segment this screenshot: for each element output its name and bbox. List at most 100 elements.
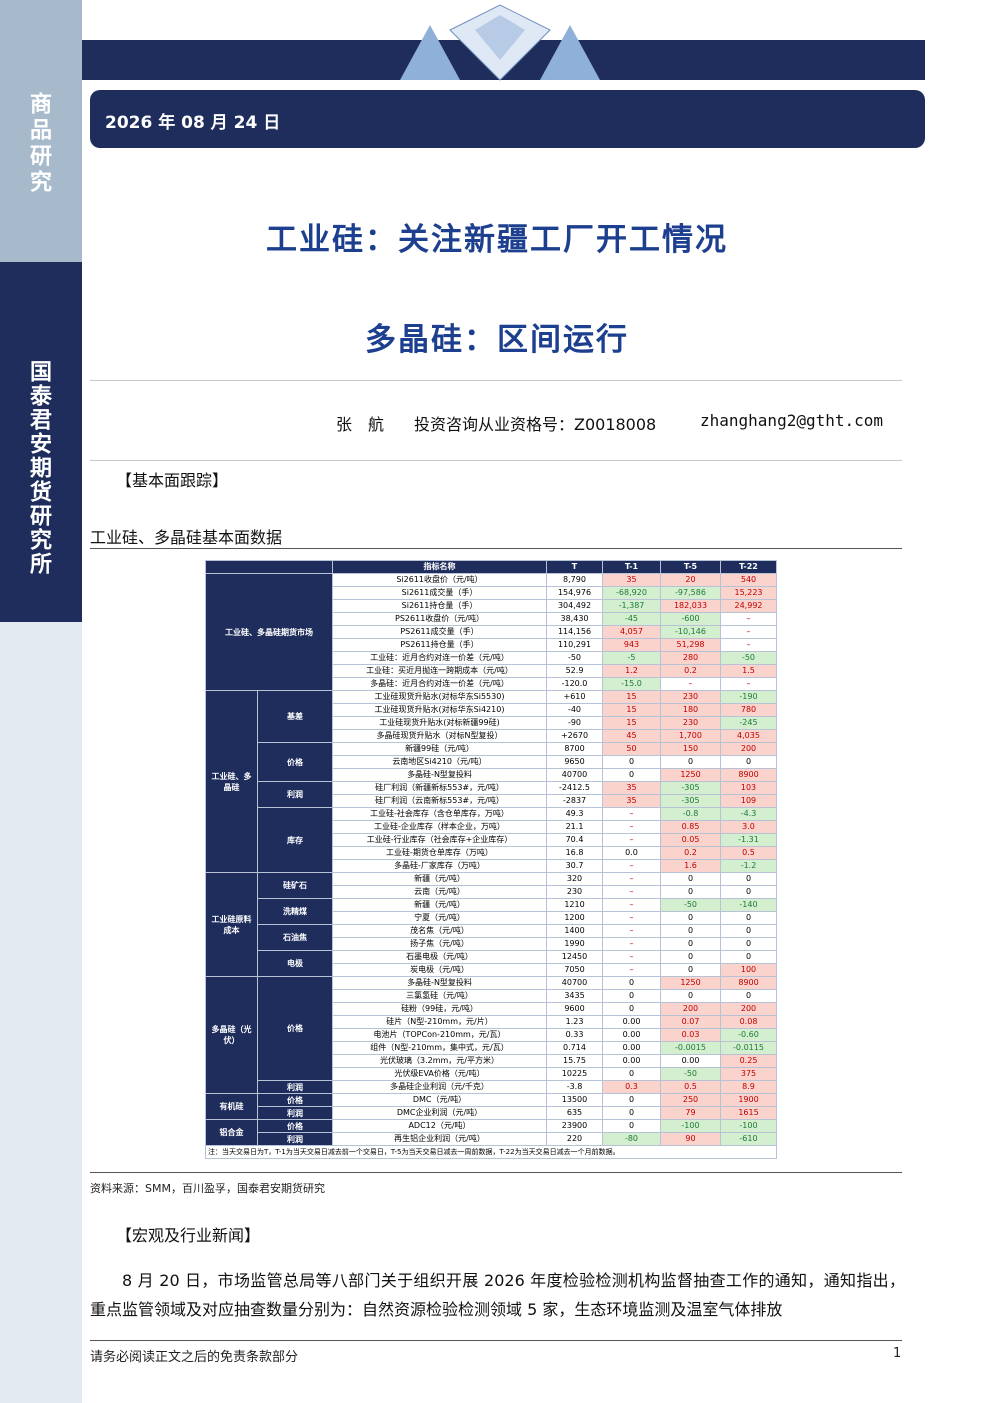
indicator-name: 茂名焦（元/吨）: [332, 924, 547, 938]
value-cell: 13500: [546, 1093, 603, 1107]
value-cell: -2837: [546, 794, 603, 808]
value-cell: –: [602, 820, 661, 834]
value-cell: -15.0: [602, 677, 661, 691]
table-row: 光伏玻璃（3.2mm，元/平方米） 15.75 0.00 0.00 0.25: [206, 1054, 777, 1068]
value-cell: 150: [660, 742, 721, 756]
value-cell: -100: [660, 1119, 721, 1133]
group-label: 工业硅原料成本: [205, 872, 258, 977]
value-cell: –: [720, 625, 777, 639]
value-cell: 1,700: [660, 729, 721, 743]
value-cell: 35: [602, 573, 661, 587]
value-cell: 38,430: [546, 612, 603, 626]
indicator-name: 光伏玻璃（3.2mm，元/平方米）: [332, 1054, 547, 1068]
indicator-name: 光伏级EVA价格（元/吨）: [332, 1067, 547, 1081]
value-cell: 0: [720, 885, 777, 899]
value-cell: -305: [660, 794, 721, 808]
indicator-name: Si2611收盘价（元/吨）: [332, 573, 547, 587]
value-cell: 0.3: [602, 1080, 661, 1094]
indicator-name: Si2611持仓量（手）: [332, 599, 547, 613]
value-cell: 0: [660, 755, 721, 769]
value-cell: 0.5: [720, 846, 777, 860]
value-cell: 0: [602, 1106, 661, 1120]
value-cell: 0.00: [660, 1054, 721, 1068]
value-cell: 9600: [546, 1002, 603, 1016]
value-cell: 1.5: [720, 664, 777, 678]
value-cell: 1200: [546, 911, 603, 925]
group-label: 铝合金: [205, 1119, 258, 1146]
subgroup-label: 价格: [257, 742, 333, 782]
indicator-name: 新疆（元/吨）: [332, 872, 547, 886]
value-cell: 23900: [546, 1119, 603, 1133]
value-cell: 8900: [720, 768, 777, 782]
table-row: 多晶硅：近月合约对连一价差（元/吨） -120.0 -15.0– –: [206, 677, 777, 691]
value-cell: 0.00: [602, 1041, 661, 1055]
value-cell: 10225: [546, 1067, 603, 1081]
value-cell: 0.08: [720, 1015, 777, 1029]
value-cell: 3435: [546, 989, 603, 1003]
indicator-name: 多晶硅企业利润（元/千克）: [332, 1080, 547, 1094]
value-cell: -245: [720, 716, 777, 730]
indicator-name: PS2611持仓量（手）: [332, 638, 547, 652]
value-cell: –: [602, 833, 661, 847]
value-cell: 79: [660, 1106, 721, 1120]
page-number: 1: [893, 1346, 902, 1361]
header-blank: [205, 560, 333, 574]
value-cell: -50: [720, 651, 777, 665]
value-cell: 0: [720, 937, 777, 951]
value-cell: –: [602, 872, 661, 886]
disclaimer: 请务必阅读正文之后的免责条款部分: [90, 1350, 299, 1365]
divider: [90, 460, 902, 461]
value-cell: -190: [720, 690, 777, 704]
header-cell: T-22: [720, 560, 777, 574]
value-cell: 0: [660, 937, 721, 951]
value-cell: 0: [602, 1067, 661, 1081]
table-row: 有机硅 价格 DMC（元/吨） 13500 0 250 1900: [205, 1093, 777, 1120]
value-cell: 15.75: [546, 1054, 603, 1068]
table-row: 价格 新疆99硅（元/吨） 8700 50 150 200: [206, 742, 777, 782]
value-cell: 220: [546, 1132, 603, 1146]
group-label: 工业硅、多晶硅期货市场: [205, 573, 333, 691]
indicator-name: 多晶硅-厂家库存（万吨）: [332, 859, 547, 873]
value-cell: 0.00: [602, 1015, 661, 1029]
indicator-name: 工业硅现货升贴水(对标华东Si5530): [332, 690, 547, 704]
value-cell: 15: [602, 690, 661, 704]
group-label: 有机硅: [205, 1093, 258, 1120]
sidebar-top: 商品研究: [0, 0, 82, 262]
value-cell: 8700: [546, 742, 603, 756]
value-cell: -90: [546, 716, 603, 730]
group-label: 工业硅、多晶硅: [205, 690, 258, 873]
value-cell: 0: [602, 1119, 661, 1133]
value-cell: 200: [720, 1002, 777, 1016]
indicator-name: 新疆99硅（元/吨）: [332, 742, 547, 756]
value-cell: –: [602, 963, 661, 977]
value-cell: 280: [660, 651, 721, 665]
value-cell: 0: [602, 768, 661, 782]
indicator-name: 硅厂利润（云南新标553#，元/吨）: [332, 794, 547, 808]
value-cell: 1.6: [660, 859, 721, 873]
value-cell: 7050: [546, 963, 603, 977]
value-cell: 180: [660, 703, 721, 717]
table-row: 工业硅-期货仓单库存（万吨） 16.8 0.0 0.2 0.5: [206, 846, 777, 860]
value-cell: –: [602, 859, 661, 873]
paragraph: 8 月 20 日，市场监管总局等八部门关于组织开展 2026 年度检验检测机构监…: [90, 1271, 905, 1319]
table-row: 工业硅-行业库存（社会库存+企业库存） 70.4–0.05 -1.31: [206, 833, 777, 847]
value-cell: 20: [660, 573, 721, 587]
value-cell: -5: [602, 651, 661, 665]
value-cell: –: [602, 911, 661, 925]
title: 工业硅：关注新疆工厂开工情况: [266, 222, 728, 258]
value-cell: 15: [602, 703, 661, 717]
value-cell: 100: [720, 963, 777, 977]
value-cell: 90: [660, 1132, 721, 1146]
value-cell: 9650: [546, 755, 603, 769]
value-cell: -68,920: [602, 586, 661, 600]
header-cell: 指标名称: [332, 560, 547, 574]
table-row: 工业硅、多晶硅期货市场 Si2611收盘价（元/吨） 8,790 35 20 540: [205, 573, 777, 691]
value-cell: –: [660, 677, 721, 691]
value-cell: 0.5: [660, 1080, 721, 1094]
value-cell: -610: [720, 1132, 777, 1146]
table-row: 洗精煤 新疆（元/吨） 1210– -50 -140: [206, 898, 777, 925]
value-cell: 8900: [720, 976, 777, 990]
value-cell: 51,298: [660, 638, 721, 652]
table-row: 硅片（N型-210mm，元/片） 1.23 0.00 0.07 0.08: [206, 1015, 777, 1029]
sidebar-org: 国泰君安期货研究所: [26, 360, 51, 576]
